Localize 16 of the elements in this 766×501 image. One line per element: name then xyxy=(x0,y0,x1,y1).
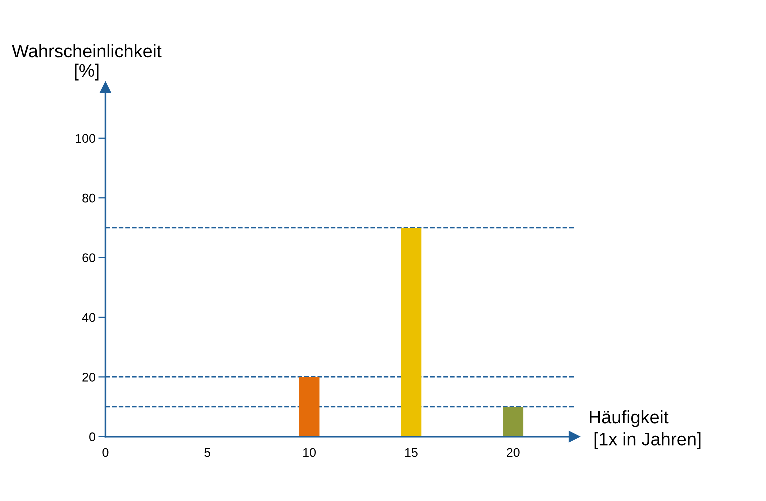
y-tick-label: 100 xyxy=(76,134,96,144)
y-tick-label: 80 xyxy=(82,194,96,203)
x-tick-label: 20 xyxy=(507,448,520,458)
y-tick-label: 20 xyxy=(82,372,96,382)
y-tick-label: 0 xyxy=(90,432,96,442)
y-tick-label: 40 xyxy=(82,313,96,322)
x-tick-label: 5 xyxy=(204,448,211,458)
x-tick-label: 15 xyxy=(405,448,418,458)
bar xyxy=(401,228,422,437)
y-axis-title: Wahrscheinlichkeit [%] xyxy=(12,44,162,81)
bar xyxy=(299,377,320,437)
bar xyxy=(503,407,524,437)
x-tick-label: 0 xyxy=(102,448,109,458)
x-axis-title: Häufigkeit [1x in Jahren] xyxy=(590,410,701,450)
y-tick-label: 60 xyxy=(82,254,96,262)
x-tick-label: 10 xyxy=(304,448,316,458)
